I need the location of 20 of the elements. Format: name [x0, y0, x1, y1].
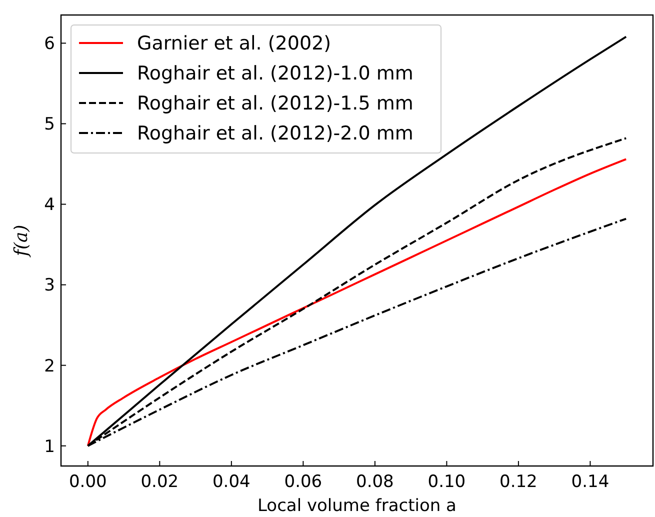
- legend-label: Roghair et al. (2012)-1.0 mm: [137, 62, 414, 85]
- x-tick-label: 0.12: [500, 472, 538, 492]
- y-tick-label: 6: [44, 34, 55, 54]
- x-tick-label: 0.00: [68, 472, 107, 492]
- y-tick-label: 2: [44, 356, 55, 376]
- y-tick-label: 5: [44, 114, 55, 135]
- x-tick-label: 0.10: [428, 472, 466, 492]
- y-axis-title: f(a): [11, 224, 32, 258]
- x-tick-label: 0.02: [140, 472, 179, 492]
- x-axis-title: Local volume fraction a: [258, 496, 456, 516]
- y-tick-label: 4: [44, 195, 55, 216]
- x-tick-label: 0.06: [284, 472, 322, 492]
- x-tick-label: 0.08: [356, 472, 394, 492]
- x-tick-label: 0.04: [212, 472, 250, 492]
- legend-label: Roghair et al. (2012)-1.5 mm: [137, 92, 414, 115]
- legend-label: Garnier et al. (2002): [137, 32, 332, 55]
- x-tick-label: 0.14: [571, 472, 610, 492]
- y-tick-label: 3: [44, 276, 55, 296]
- y-tick-label: 1: [44, 436, 55, 457]
- legend-label: Roghair et al. (2012)-2.0 mm: [137, 122, 414, 145]
